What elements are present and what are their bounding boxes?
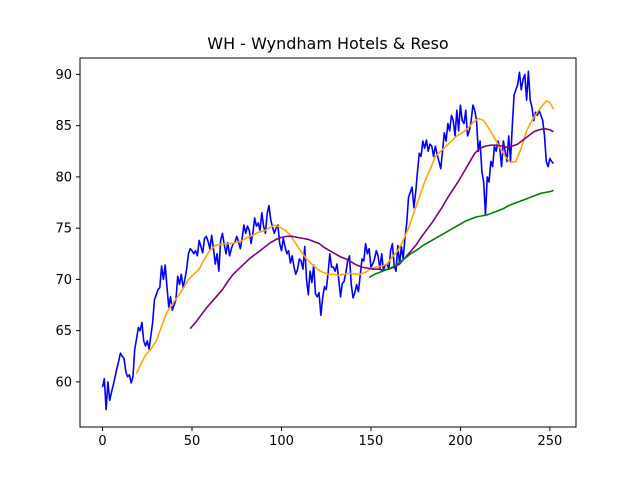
- y-tick-label: 70: [55, 273, 72, 288]
- plot-frame: [79, 57, 577, 428]
- chart-title: WH - Wyndham Hotels & Reso: [207, 34, 448, 53]
- y-tick-label: 75: [55, 222, 72, 237]
- series-layer: [101, 70, 555, 411]
- series-line-2: [189, 127, 554, 330]
- y-tick-label: 85: [55, 119, 72, 134]
- y-tick-label: 80: [55, 170, 72, 185]
- series-line-3: [368, 189, 554, 279]
- y-tick-label: 60: [55, 375, 72, 390]
- x-tick-label: 0: [98, 434, 106, 449]
- y-tick-label: 65: [55, 324, 72, 339]
- series-line-1: [135, 100, 555, 375]
- x-tick-label: 200: [448, 434, 473, 449]
- y-tick-label: 90: [55, 68, 72, 83]
- x-tick-label: 250: [537, 434, 562, 449]
- x-tick-label: 50: [184, 434, 201, 449]
- x-axis: 0 50 100 150 200 250: [98, 427, 562, 449]
- x-tick-label: 150: [359, 434, 384, 449]
- x-tick-label: 100: [269, 434, 294, 449]
- y-axis: 60 65 70 75 80 85 90: [55, 68, 80, 390]
